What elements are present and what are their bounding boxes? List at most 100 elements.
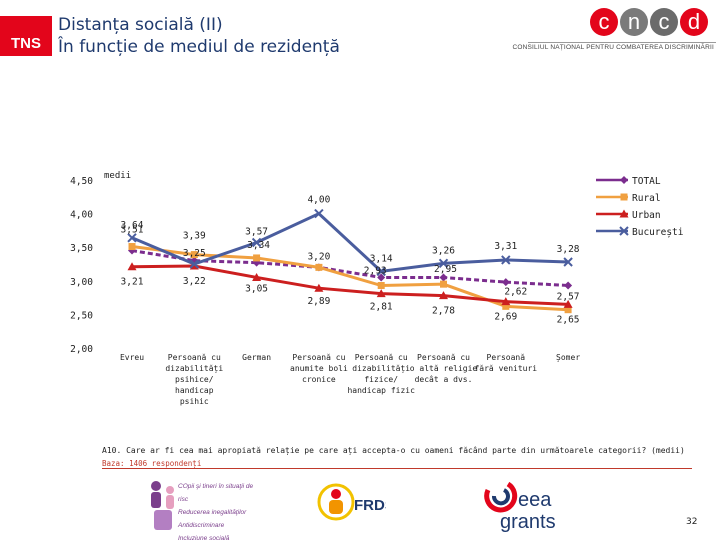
- y-tick-label: 3,50: [70, 243, 93, 254]
- x-tick-label: anumite boli: [290, 364, 348, 373]
- title-line-2: În funcție de mediul de rezidență: [58, 37, 340, 57]
- title-line-1: Distanța socială (II): [58, 15, 223, 35]
- data-point: [502, 302, 510, 310]
- data-point: [251, 237, 262, 248]
- data-label: 2,89: [307, 296, 330, 307]
- data-label: 2,78: [432, 306, 455, 317]
- social-inclusion-logo: COpii şi tineri în situaţii de risc Reduc…: [148, 478, 258, 542]
- x-tick-label: dizabilități: [352, 364, 410, 374]
- data-label: 3,22: [183, 276, 206, 287]
- legend-label: Rural: [632, 193, 661, 204]
- data-point: [253, 254, 261, 262]
- data-label: 3,14: [370, 253, 393, 264]
- x-tick-label: Persoană: [487, 353, 526, 362]
- data-point: [314, 208, 324, 219]
- eea-grants-logo: eea grants: [484, 481, 556, 533]
- x-tick-label: handicap fizic: [347, 386, 415, 395]
- data-label: 3,26: [432, 245, 455, 256]
- data-label: 2,81: [370, 302, 393, 313]
- x-tick-label: o altă religie: [410, 364, 478, 373]
- legend-label: București: [632, 227, 684, 238]
- data-point: [252, 272, 262, 281]
- data-point: [619, 226, 629, 236]
- x-tick-label: handicap: [175, 386, 214, 395]
- line-chart: 4,50 4,00 3,50 3,00 2,50 2,00 medii Evreu Persoa…: [70, 171, 684, 406]
- x-tick-label: German: [242, 353, 271, 362]
- logo-line-1: Reducerea inegalităţilor: [178, 509, 247, 516]
- y-tick-label: 2,50: [70, 310, 93, 321]
- data-label: 3,21: [121, 277, 144, 288]
- x-tick-label: cronice: [302, 375, 336, 384]
- data-point: [501, 255, 511, 265]
- data-label: 3,34: [247, 240, 270, 251]
- data-point: [376, 289, 386, 298]
- y-axis-label: medii: [104, 171, 131, 181]
- data-label: 2,62: [504, 286, 527, 297]
- data-point: [564, 281, 573, 290]
- data-point: [439, 273, 448, 282]
- data-label: 2,95: [434, 264, 457, 275]
- data-point: [620, 193, 628, 201]
- logo-line-3: Incluziune socială: [178, 535, 230, 542]
- cncd-logo-subtitle: CONSILIUL NAȚIONAL PENTRU COMBATEREA DIS…: [512, 44, 714, 51]
- data-label: 2,69: [494, 312, 517, 323]
- data-label: 2,93: [364, 266, 387, 277]
- logo-line-2: Antidiscriminare: [178, 522, 225, 529]
- data-point: [438, 258, 449, 269]
- x-tick-label: fără venituri: [474, 364, 537, 373]
- data-point: [563, 299, 573, 308]
- data-point: [314, 283, 324, 292]
- x-tick-label: Șomer: [556, 353, 580, 362]
- cncd-letter-3: d: [680, 8, 708, 36]
- footer-separator: [102, 468, 692, 469]
- x-tick-label: dizabilități: [165, 364, 223, 374]
- data-point: [128, 243, 136, 251]
- data-label: 3,20: [307, 251, 330, 262]
- people-icon: [151, 481, 174, 530]
- eea-text: eea: [518, 489, 552, 511]
- x-tick-label: Persoană cu: [355, 353, 408, 362]
- question-text: A10. Care ar fi cea mai apropiată relați…: [102, 446, 685, 455]
- y-tick-label: 3,00: [70, 277, 93, 288]
- data-label: 2,65: [557, 314, 580, 325]
- frds-text: FRDS: [354, 497, 386, 514]
- y-tick-label: 4,00: [70, 210, 93, 221]
- x-tick-label: decât a dvs.: [415, 375, 473, 384]
- data-point: [190, 256, 199, 265]
- x-tick-label: fizice/: [364, 375, 398, 384]
- frds-logo: FRDS: [317, 483, 386, 521]
- data-point: [127, 262, 137, 271]
- cncd-letter-0: c: [590, 8, 618, 36]
- page-title: Distanța socială (II) În funcție de medi…: [58, 14, 340, 58]
- base-text: Baza: 1406 respondenți: [102, 459, 202, 468]
- data-point: [376, 266, 386, 277]
- data-label: 3,05: [245, 283, 268, 294]
- data-label: 3,51: [121, 225, 144, 236]
- grants-text: grants: [500, 511, 556, 533]
- x-tick-label: Persoană cu: [417, 353, 470, 362]
- series-line-Rural: [131, 245, 569, 312]
- x-tick-label: psihic: [180, 397, 209, 406]
- data-point: [315, 263, 323, 271]
- data-point: [377, 273, 386, 282]
- data-point: [377, 282, 385, 290]
- x-tick-label: Evreu: [120, 353, 144, 362]
- data-label: 3,28: [557, 244, 580, 255]
- data-label: 3,31: [494, 241, 517, 252]
- data-point: [564, 306, 572, 314]
- legend-label: Urban: [632, 210, 661, 221]
- data-label: 3,39: [183, 231, 206, 242]
- cncd-letter-2: c: [650, 8, 678, 36]
- data-point: [620, 176, 628, 184]
- series-line-Urban: [131, 264, 569, 306]
- data-point: [190, 251, 198, 259]
- logo-line-0: COpii şi tineri în situaţii de risc: [178, 483, 254, 503]
- data-point: [501, 297, 511, 306]
- tns-logo: TNS: [0, 16, 52, 56]
- page-number: 32: [686, 517, 698, 527]
- x-tick-label: psihice/: [175, 375, 214, 384]
- data-label: 3,57: [245, 226, 268, 237]
- data-point: [189, 259, 200, 269]
- data-point: [439, 291, 448, 300]
